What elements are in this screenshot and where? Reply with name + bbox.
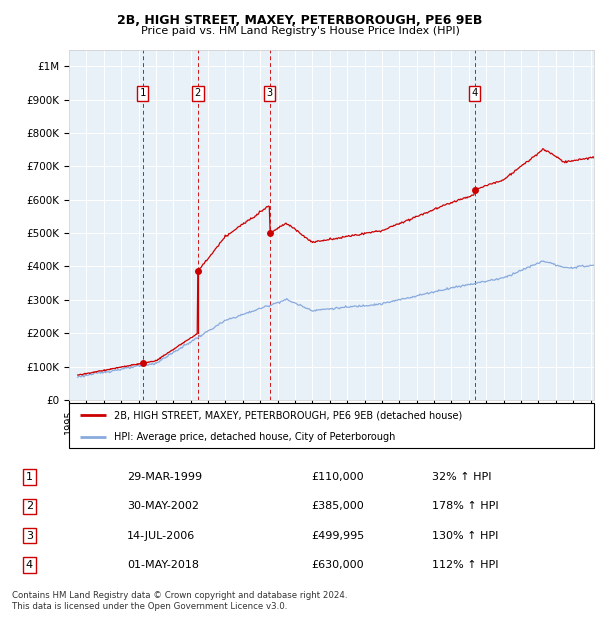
Text: 29-MAR-1999: 29-MAR-1999: [127, 472, 202, 482]
Text: Contains HM Land Registry data © Crown copyright and database right 2024.
This d: Contains HM Land Registry data © Crown c…: [12, 591, 347, 611]
Text: 2B, HIGH STREET, MAXEY, PETERBOROUGH, PE6 9EB: 2B, HIGH STREET, MAXEY, PETERBOROUGH, PE…: [118, 14, 482, 27]
Text: £630,000: £630,000: [311, 560, 364, 570]
Text: 2: 2: [194, 89, 201, 99]
Text: 14-JUL-2006: 14-JUL-2006: [127, 531, 196, 541]
Text: 130% ↑ HPI: 130% ↑ HPI: [433, 531, 499, 541]
Text: £385,000: £385,000: [311, 502, 364, 512]
Text: 2B, HIGH STREET, MAXEY, PETERBOROUGH, PE6 9EB (detached house): 2B, HIGH STREET, MAXEY, PETERBOROUGH, PE…: [113, 410, 462, 420]
Text: £499,995: £499,995: [311, 531, 365, 541]
Text: £110,000: £110,000: [311, 472, 364, 482]
Text: 112% ↑ HPI: 112% ↑ HPI: [433, 560, 499, 570]
Text: Price paid vs. HM Land Registry's House Price Index (HPI): Price paid vs. HM Land Registry's House …: [140, 26, 460, 36]
Text: HPI: Average price, detached house, City of Peterborough: HPI: Average price, detached house, City…: [113, 432, 395, 443]
Text: 3: 3: [26, 531, 33, 541]
Text: 4: 4: [26, 560, 33, 570]
Text: 01-MAY-2018: 01-MAY-2018: [127, 560, 199, 570]
Text: 1: 1: [140, 89, 146, 99]
Text: 3: 3: [266, 89, 273, 99]
Text: 1: 1: [26, 472, 33, 482]
Text: 4: 4: [472, 89, 478, 99]
FancyBboxPatch shape: [69, 403, 594, 448]
Text: 30-MAY-2002: 30-MAY-2002: [127, 502, 199, 512]
Text: 32% ↑ HPI: 32% ↑ HPI: [433, 472, 492, 482]
Text: 178% ↑ HPI: 178% ↑ HPI: [433, 502, 499, 512]
Text: 2: 2: [26, 502, 33, 512]
